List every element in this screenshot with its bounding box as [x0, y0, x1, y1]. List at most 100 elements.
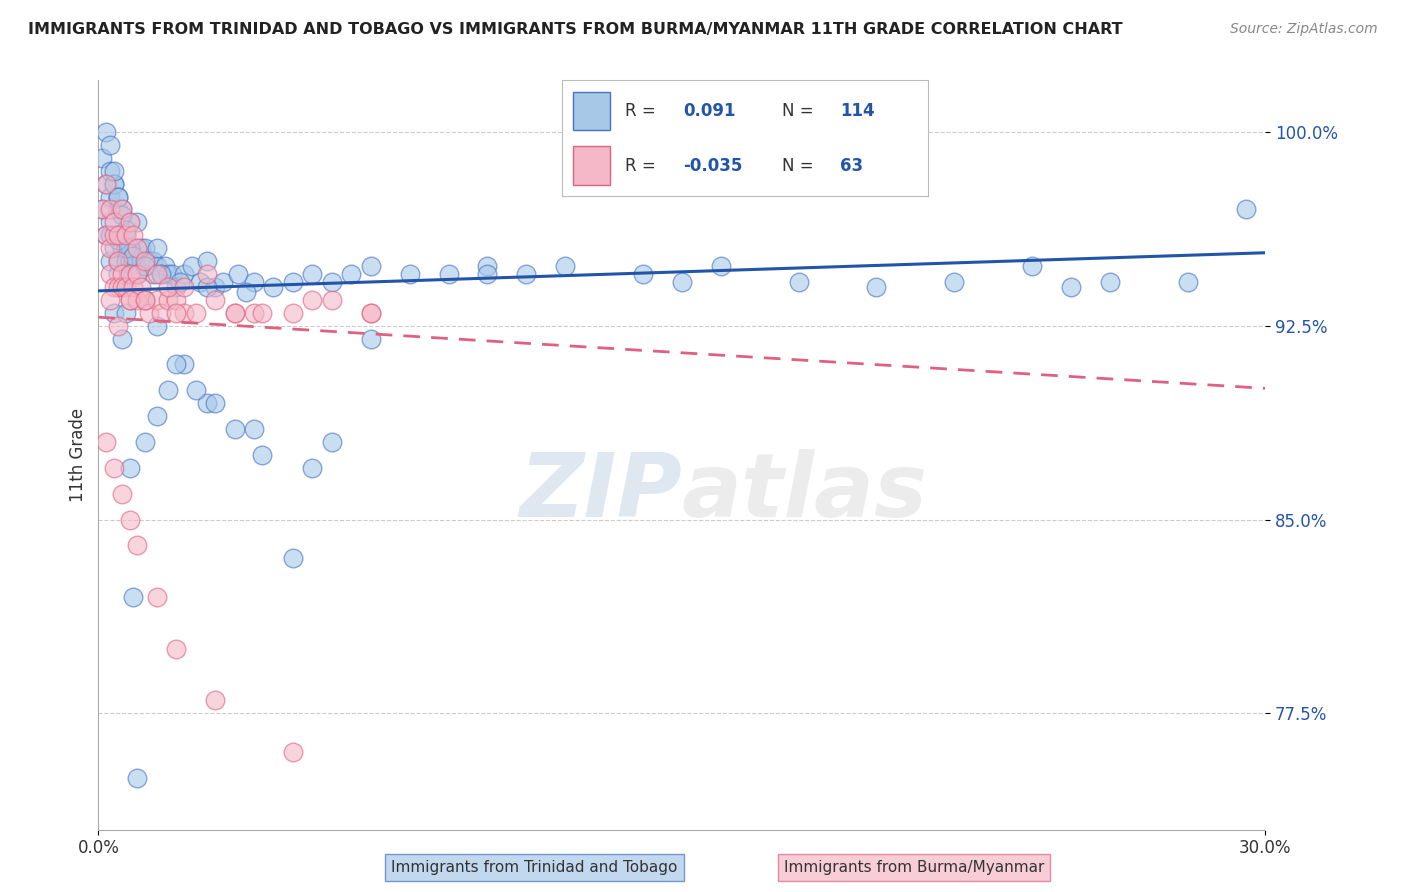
Point — [250, 306, 273, 320]
Point — [103, 228, 125, 243]
Point — [235, 285, 257, 300]
Point — [114, 228, 136, 243]
Point — [134, 254, 156, 268]
Point — [134, 293, 156, 307]
Point — [127, 267, 149, 281]
Point — [103, 280, 125, 294]
Point — [114, 241, 136, 255]
Point — [1098, 275, 1121, 289]
Point — [118, 241, 141, 255]
Text: 114: 114 — [841, 102, 875, 120]
Point — [111, 208, 134, 222]
Point — [631, 267, 654, 281]
Point — [111, 241, 134, 255]
Point — [224, 306, 246, 320]
Point — [134, 260, 156, 274]
Point — [437, 267, 460, 281]
Point — [107, 228, 129, 243]
Point — [146, 293, 169, 307]
Point — [398, 267, 420, 281]
Point — [98, 267, 121, 281]
Point — [98, 163, 121, 178]
Point — [943, 275, 966, 289]
Point — [107, 254, 129, 268]
Point — [134, 260, 156, 274]
Point — [103, 241, 125, 255]
Point — [153, 260, 176, 274]
Point — [138, 306, 160, 320]
Y-axis label: 11th Grade: 11th Grade — [69, 408, 87, 502]
Point — [122, 228, 145, 243]
Text: 0.091: 0.091 — [683, 102, 735, 120]
Point — [180, 260, 202, 274]
Point — [129, 254, 152, 268]
Text: Immigrants from Trinidad and Tobago: Immigrants from Trinidad and Tobago — [391, 861, 678, 875]
Point — [98, 189, 121, 203]
Point — [142, 254, 165, 268]
Text: N =: N = — [782, 156, 813, 175]
Point — [111, 202, 134, 217]
Point — [98, 202, 121, 217]
Point — [243, 275, 266, 289]
Point — [204, 280, 226, 294]
Point — [169, 275, 191, 289]
Point — [710, 260, 733, 274]
Point — [146, 590, 169, 604]
Point — [122, 590, 145, 604]
Point — [281, 306, 304, 320]
Point — [129, 241, 152, 255]
Text: IMMIGRANTS FROM TRINIDAD AND TOBAGO VS IMMIGRANTS FROM BURMA/MYANMAR 11TH GRADE : IMMIGRANTS FROM TRINIDAD AND TOBAGO VS I… — [28, 22, 1123, 37]
Point — [301, 267, 323, 281]
Point — [262, 280, 284, 294]
Point — [671, 275, 693, 289]
Point — [107, 189, 129, 203]
Point — [173, 267, 195, 281]
Point — [188, 275, 211, 289]
Point — [157, 293, 180, 307]
Point — [321, 293, 343, 307]
Point — [360, 306, 382, 320]
Point — [146, 409, 169, 424]
Point — [184, 306, 207, 320]
Text: -0.035: -0.035 — [683, 156, 742, 175]
Point — [103, 215, 125, 229]
Point — [149, 267, 172, 281]
Point — [98, 215, 121, 229]
Point — [157, 384, 180, 398]
Point — [111, 332, 134, 346]
Point — [865, 280, 887, 294]
Point — [127, 267, 149, 281]
Point — [122, 249, 145, 263]
Point — [134, 293, 156, 307]
Point — [96, 177, 118, 191]
Point — [195, 254, 218, 268]
Point — [98, 241, 121, 255]
Point — [107, 254, 129, 268]
Point — [146, 267, 169, 281]
Point — [129, 280, 152, 294]
Point — [96, 228, 118, 243]
Point — [103, 460, 125, 475]
Point — [134, 435, 156, 450]
Point — [165, 293, 187, 307]
Point — [149, 267, 172, 281]
Text: N =: N = — [782, 102, 813, 120]
Point — [162, 267, 184, 281]
Point — [127, 538, 149, 552]
Point — [195, 280, 218, 294]
Point — [195, 396, 218, 410]
Point — [98, 293, 121, 307]
Point — [122, 280, 145, 294]
Point — [118, 254, 141, 268]
Point — [204, 293, 226, 307]
Point — [118, 460, 141, 475]
Point — [111, 267, 134, 281]
Point — [127, 241, 149, 255]
Point — [107, 202, 129, 217]
Point — [157, 267, 180, 281]
Point — [250, 448, 273, 462]
Point — [98, 228, 121, 243]
Point — [157, 280, 180, 294]
Point — [224, 422, 246, 436]
Point — [118, 215, 141, 229]
